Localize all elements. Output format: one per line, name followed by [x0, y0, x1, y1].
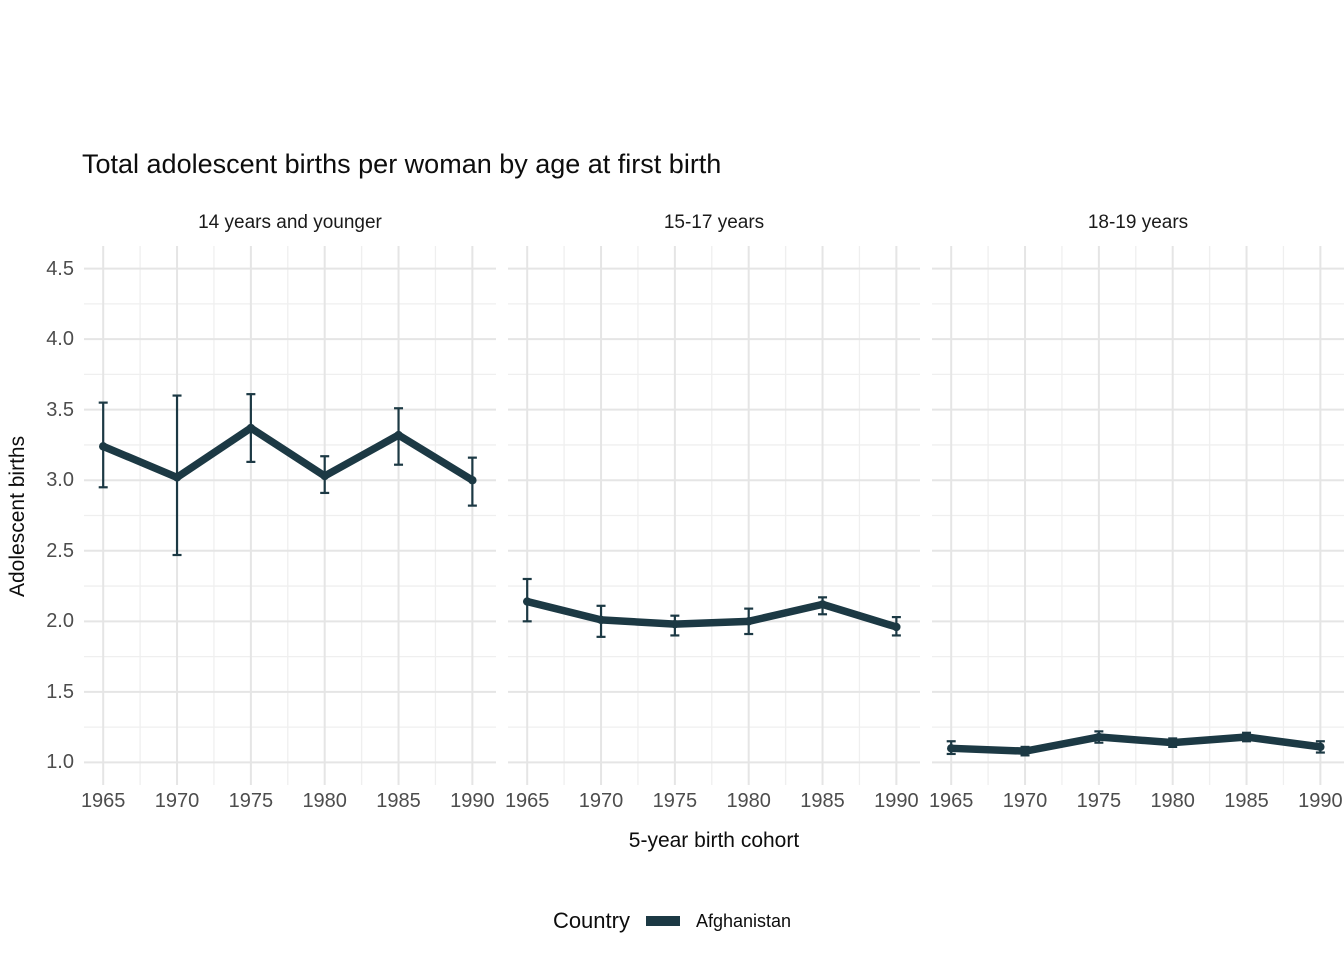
x-tick-label: 1975: [1076, 790, 1122, 812]
legend: Country Afghanistan: [0, 908, 1344, 934]
facet-strip-label: 15-17 years: [663, 212, 765, 233]
series-line: [526, 597, 898, 631]
y-tick-label: 1.5: [46, 680, 74, 703]
data-points: [522, 597, 901, 632]
y-tick-label: 2.5: [46, 539, 74, 562]
facet-panel: [508, 246, 920, 785]
grid-major-lines: [508, 246, 920, 785]
grid-major-lines: [84, 246, 496, 785]
y-tick-label: 3.0: [46, 469, 74, 492]
x-tick-label: 1965: [928, 790, 974, 812]
x-tick-label: 1980: [1150, 790, 1195, 812]
facet-strip-label: 18-19 years: [1087, 212, 1189, 233]
y-axis-title: Adolescent births: [6, 435, 29, 597]
grid-minor-lines: [508, 246, 920, 785]
series-line: [101, 424, 475, 484]
x-tick-label: 1975: [228, 790, 274, 812]
y-tick-label: 1.0: [46, 751, 74, 774]
x-tick-label: 1965: [80, 790, 126, 812]
legend-line-swatch: [645, 916, 680, 926]
y-tick-label: 3.5: [46, 398, 74, 421]
series-line: [951, 733, 1321, 755]
x-tick-label: 1990: [450, 790, 495, 812]
x-tick-label: 1965: [504, 790, 550, 812]
facet-panel: [932, 246, 1344, 785]
y-tick-label: 4.5: [46, 257, 74, 280]
data-points: [98, 423, 477, 485]
x-tick-label: 1970: [154, 790, 200, 812]
x-tick-label: 1990: [874, 790, 919, 812]
x-tick-label: 1970: [1002, 790, 1048, 812]
x-tick-label: 1980: [726, 790, 771, 812]
facet-panel: [84, 246, 496, 785]
data-points: [946, 732, 1325, 756]
facet-strip-label: 14 years and younger: [198, 212, 382, 233]
grid-minor-lines: [84, 246, 496, 785]
x-tick-label: 1990: [1298, 790, 1343, 812]
x-tick-label: 1985: [376, 790, 421, 812]
y-tick-label: 4.0: [46, 328, 74, 351]
x-tick-label: 1985: [1224, 790, 1269, 812]
grid-major-lines: [932, 246, 1344, 785]
x-tick-label: 1975: [652, 790, 698, 812]
grid-minor-lines: [932, 246, 1344, 785]
x-axis-title: 5-year birth cohort: [628, 829, 800, 852]
y-tick-label: 2.0: [46, 610, 74, 633]
x-tick-label: 1980: [302, 790, 347, 812]
legend-title: Country: [552, 908, 630, 933]
legend-series-label: Afghanistan: [695, 910, 792, 931]
x-tick-label: 1970: [578, 790, 624, 812]
chart-title: Total adolescent births per woman by age…: [82, 149, 722, 179]
x-tick-label: 1985: [800, 790, 845, 812]
